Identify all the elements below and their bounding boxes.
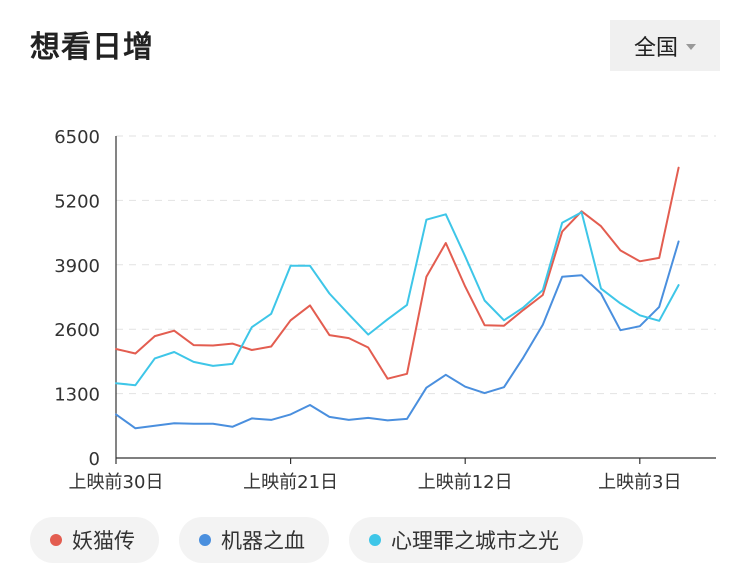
series-lines <box>115 166 680 430</box>
legend-dot-icon <box>369 534 381 546</box>
x-tick-label: 上映前21日 <box>243 472 338 493</box>
legend-dot-icon <box>199 534 211 546</box>
legend-item-yaomao[interactable]: 妖猫传 <box>30 517 159 563</box>
legend-label: 妖猫传 <box>72 529 135 553</box>
x-tick-label: 上映前30日 <box>69 472 164 493</box>
y-tick-label: 1300 <box>54 385 100 406</box>
region-selected-label: 全国 <box>633 35 678 61</box>
legend-label: 心理罪之城市之光 <box>391 529 559 553</box>
axes <box>115 136 716 464</box>
line-chart: 0 1300 2600 3900 5200 6500 上映前30日 上映前21日 上映前12日… <box>54 127 716 493</box>
legend-label: 机器之血 <box>221 529 305 553</box>
x-tick-labels: 上映前30日 上映前21日 上映前12日 上映前3日 <box>69 472 682 493</box>
region-dropdown[interactable]: 全国 <box>610 20 720 71</box>
y-tick-label: 6500 <box>54 127 100 148</box>
legend-dot-icon <box>50 534 62 546</box>
legend: 妖猫传 机器之血 心理罪之城市之光 <box>30 517 583 563</box>
series-line-2 <box>115 211 680 387</box>
legend-item-jiqi[interactable]: 机器之血 <box>179 517 329 563</box>
series-line-1 <box>115 240 680 430</box>
y-tick-label: 2600 <box>54 320 100 341</box>
x-tick-label: 上映前12日 <box>418 472 513 493</box>
chevron-down-icon <box>686 43 696 50</box>
series-line-0 <box>115 166 680 380</box>
y-tick-labels: 0 1300 2600 3900 5200 6500 <box>54 127 100 470</box>
x-tick-label: 上映前3日 <box>598 472 681 493</box>
page-title: 想看日增 <box>30 30 154 65</box>
y-tick-label: 0 <box>89 449 100 470</box>
y-tick-label: 3900 <box>54 256 100 277</box>
legend-item-xinli[interactable]: 心理罪之城市之光 <box>349 517 583 563</box>
y-tick-label: 5200 <box>54 191 100 212</box>
